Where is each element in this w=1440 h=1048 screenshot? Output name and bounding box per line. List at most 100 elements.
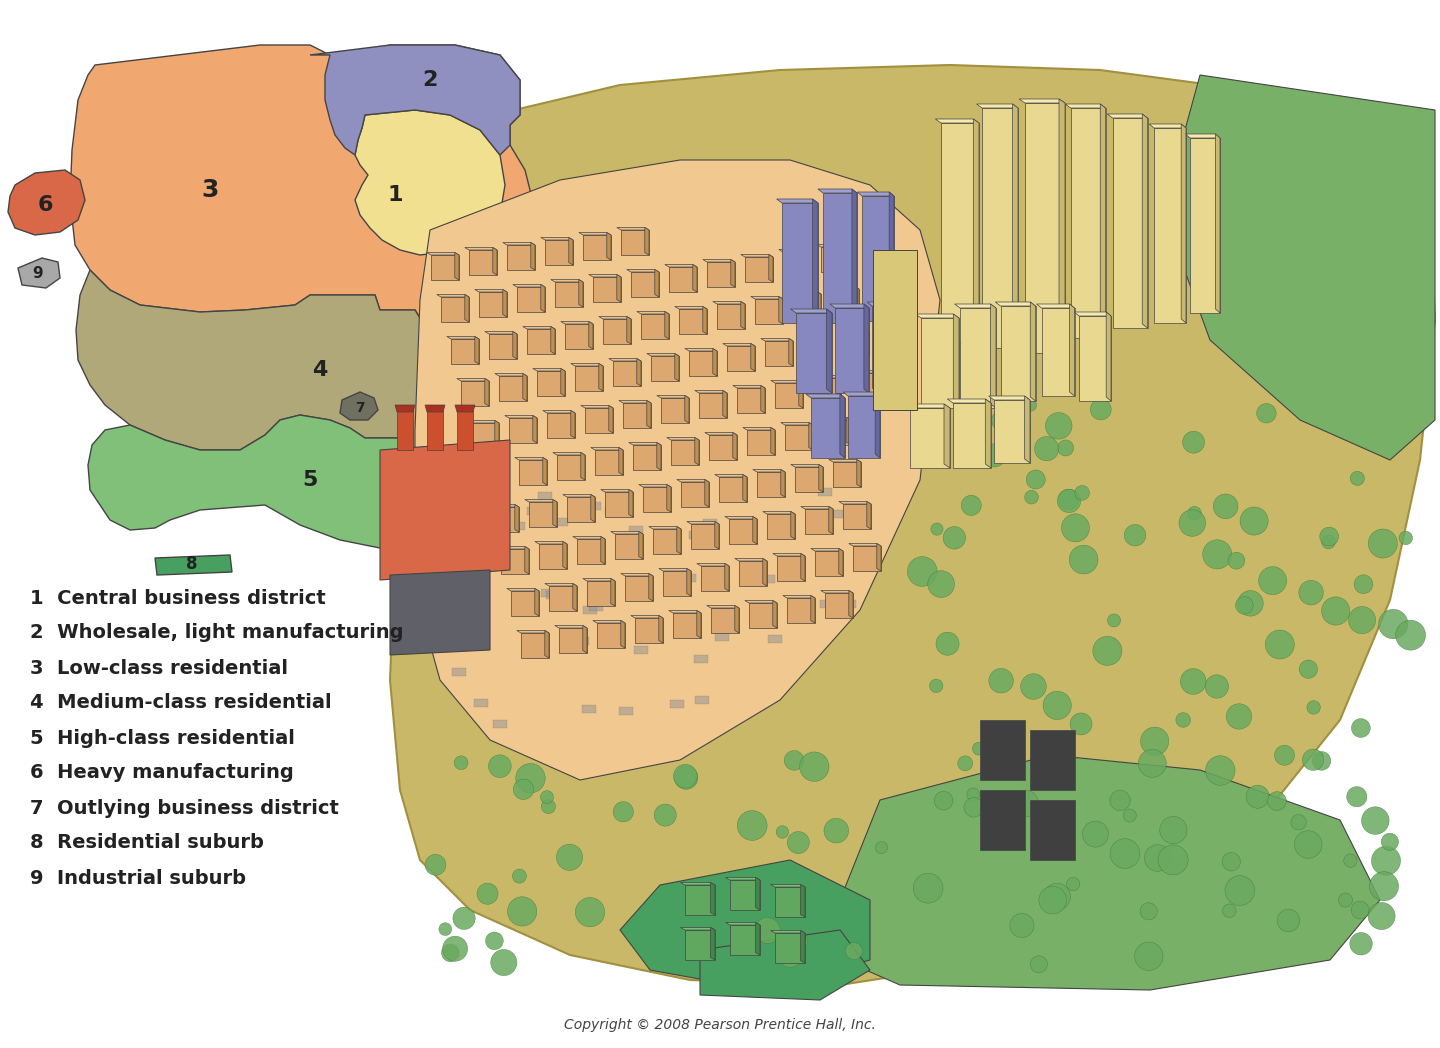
- Circle shape: [1368, 529, 1397, 558]
- Polygon shape: [505, 462, 508, 490]
- Polygon shape: [629, 442, 661, 445]
- Polygon shape: [685, 395, 688, 423]
- Polygon shape: [652, 529, 681, 554]
- Circle shape: [1346, 787, 1367, 807]
- Circle shape: [1400, 531, 1413, 545]
- Circle shape: [845, 942, 863, 960]
- Polygon shape: [714, 475, 747, 477]
- Polygon shape: [446, 336, 480, 339]
- Polygon shape: [775, 933, 805, 963]
- Polygon shape: [501, 549, 528, 574]
- Circle shape: [982, 443, 1007, 467]
- Circle shape: [1070, 545, 1097, 574]
- Bar: [768, 635, 782, 643]
- Polygon shape: [816, 291, 821, 319]
- Polygon shape: [533, 415, 537, 443]
- Polygon shape: [806, 249, 811, 277]
- Circle shape: [454, 756, 468, 769]
- Bar: [716, 633, 730, 640]
- Polygon shape: [1153, 128, 1187, 323]
- Polygon shape: [756, 877, 760, 910]
- Polygon shape: [819, 464, 824, 492]
- Polygon shape: [711, 608, 739, 633]
- Polygon shape: [428, 410, 444, 450]
- Circle shape: [674, 764, 697, 788]
- Bar: [588, 502, 600, 509]
- Text: 8: 8: [186, 555, 197, 573]
- Circle shape: [1159, 816, 1187, 844]
- Polygon shape: [590, 447, 624, 450]
- Polygon shape: [825, 593, 852, 618]
- Polygon shape: [577, 539, 605, 564]
- Text: 1: 1: [387, 185, 403, 205]
- Circle shape: [1259, 567, 1286, 594]
- Circle shape: [1312, 751, 1331, 770]
- Polygon shape: [744, 601, 778, 603]
- Bar: [492, 505, 507, 514]
- Polygon shape: [431, 255, 459, 280]
- Polygon shape: [733, 386, 765, 388]
- Polygon shape: [1215, 134, 1220, 313]
- Polygon shape: [590, 495, 595, 522]
- Polygon shape: [1025, 396, 1030, 463]
- Polygon shape: [485, 378, 490, 406]
- Circle shape: [1308, 701, 1320, 714]
- Circle shape: [793, 935, 808, 948]
- Polygon shape: [583, 235, 611, 260]
- Polygon shape: [694, 391, 727, 393]
- Circle shape: [962, 496, 981, 516]
- Circle shape: [913, 873, 943, 903]
- Polygon shape: [1012, 104, 1018, 348]
- Polygon shape: [340, 392, 377, 420]
- Polygon shape: [649, 526, 681, 529]
- Polygon shape: [755, 299, 783, 324]
- Polygon shape: [495, 373, 527, 376]
- Polygon shape: [543, 458, 547, 485]
- Polygon shape: [1030, 302, 1035, 401]
- Polygon shape: [492, 247, 497, 275]
- Polygon shape: [743, 475, 747, 502]
- Bar: [829, 510, 844, 519]
- Circle shape: [613, 802, 634, 822]
- Polygon shape: [426, 253, 459, 255]
- Polygon shape: [844, 392, 880, 396]
- Polygon shape: [779, 249, 811, 252]
- Polygon shape: [9, 170, 85, 235]
- Polygon shape: [461, 381, 490, 406]
- Circle shape: [1067, 877, 1080, 891]
- Text: 9: 9: [33, 266, 43, 282]
- Bar: [629, 526, 642, 533]
- Polygon shape: [675, 306, 707, 309]
- Polygon shape: [1142, 114, 1148, 328]
- Polygon shape: [867, 302, 904, 306]
- Polygon shape: [553, 500, 557, 527]
- Circle shape: [1031, 956, 1047, 973]
- Polygon shape: [1181, 124, 1187, 323]
- Circle shape: [1322, 597, 1349, 625]
- Circle shape: [1012, 790, 1038, 817]
- Polygon shape: [631, 615, 662, 618]
- Polygon shape: [955, 304, 996, 308]
- Text: Copyright © 2008 Pearson Prentice Hall, Inc.: Copyright © 2008 Pearson Prentice Hall, …: [564, 1018, 876, 1032]
- Circle shape: [1295, 831, 1322, 858]
- Circle shape: [1135, 942, 1164, 970]
- Polygon shape: [1079, 316, 1112, 401]
- Text: 6: 6: [37, 195, 53, 215]
- Polygon shape: [595, 450, 624, 475]
- Circle shape: [507, 897, 537, 926]
- Polygon shape: [799, 380, 804, 408]
- Polygon shape: [658, 568, 691, 571]
- Polygon shape: [789, 339, 793, 366]
- Polygon shape: [599, 364, 603, 391]
- Polygon shape: [455, 253, 459, 280]
- Circle shape: [1205, 756, 1236, 785]
- Circle shape: [1246, 785, 1269, 808]
- Polygon shape: [579, 233, 611, 235]
- Circle shape: [1274, 745, 1295, 765]
- Polygon shape: [467, 420, 500, 423]
- Polygon shape: [848, 544, 881, 546]
- Polygon shape: [550, 327, 554, 354]
- Polygon shape: [508, 418, 537, 443]
- Polygon shape: [672, 613, 701, 638]
- Circle shape: [1061, 514, 1090, 542]
